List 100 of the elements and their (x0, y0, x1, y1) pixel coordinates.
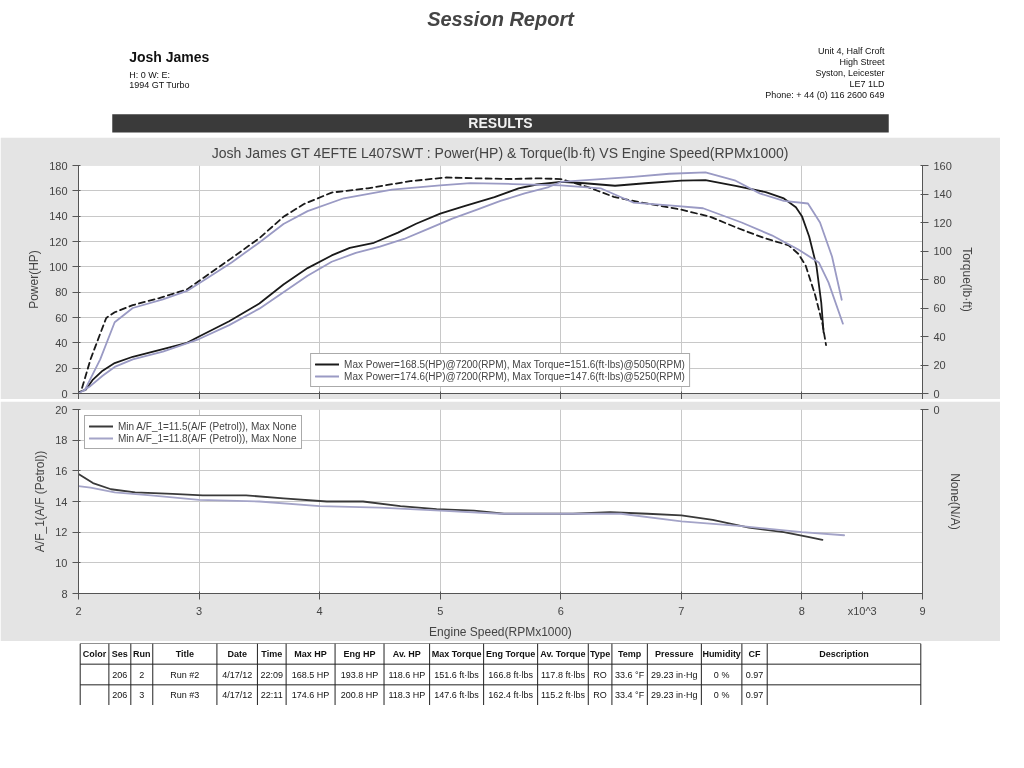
x-tick-label: 8 (798, 604, 805, 617)
y2-tick-label: 20 (933, 359, 946, 371)
x-tick-label: 2 (75, 604, 82, 617)
y-tick-label: 100 (49, 260, 68, 273)
category-label: CF (748, 648, 762, 659)
legend-label: Min A/F_1=11.8(A/F (Petrol)), Max None (118, 432, 297, 444)
text: Run #2 (170, 669, 200, 680)
legend-label: Min A/F_1=11.5(A/F (Petrol)), Max None (118, 420, 297, 432)
category-label: Type (589, 648, 611, 659)
y-tick-label: 18 (55, 434, 68, 447)
category-label: Av. HP (392, 648, 421, 659)
text: 4/17/12 (222, 669, 253, 680)
text: Phone: + 44 (0) 116 2600 649 (765, 90, 885, 101)
text: Run #3 (170, 690, 200, 701)
y2-tick-label: 40 (933, 330, 946, 343)
y-tick-label: 8 (61, 587, 68, 600)
category-label: Date (227, 648, 247, 659)
text: 147.6 ft·lbs (434, 690, 479, 701)
y-tick-label: 140 (49, 210, 68, 223)
text: 200.8 HP (340, 690, 379, 701)
y-axis-title: A/F_1(A/F (Petrol)) (33, 450, 48, 553)
x-axis-title: Engine Speed(RPMx1000) (429, 624, 572, 639)
category-label: Max Torque (431, 648, 482, 659)
y-tick-label: 0 (61, 387, 68, 400)
y-axis-title: Power(HP) (27, 250, 42, 309)
text: 206 (112, 690, 128, 701)
y-tick-label: 16 (55, 464, 68, 477)
text: 166.8 ft·lbs (488, 669, 533, 680)
text: 29.23 in·Hg (651, 690, 698, 701)
category-label: Temp (617, 648, 642, 659)
y-tick-label: 14 (55, 495, 68, 508)
text: 33.4 °F (615, 690, 645, 701)
y-tick-label: 80 (55, 286, 68, 299)
category-label: Title (175, 648, 195, 659)
text: RESULTS (468, 115, 533, 132)
text: Syston, Leicester (815, 67, 885, 78)
text: RO (593, 669, 607, 680)
y-tick-label: 40 (55, 336, 68, 349)
y2-tick-label: 160 (933, 159, 952, 172)
y2-tick-label: 100 (933, 245, 952, 257)
category-label: Ses (111, 648, 128, 659)
x-tick-label: 6 (557, 604, 564, 617)
text: High Street (839, 56, 886, 67)
x-tick-label: 3 (196, 604, 203, 617)
text: Session Report (427, 7, 576, 30)
text: 193.8 HP (340, 669, 379, 680)
text: 206 (112, 669, 128, 680)
category-label: Av. Torque (540, 648, 586, 659)
text: 118.6 HP (388, 669, 426, 680)
y-tick-label: 10 (55, 556, 68, 569)
text: 1994 GT Turbo (129, 80, 190, 90)
text: 22:11 (260, 690, 283, 701)
category-label: Pressure (655, 648, 694, 659)
text: 0 % (713, 690, 730, 701)
text: 151.6 ft·lbs (434, 669, 479, 680)
text: 29.23 in·Hg (651, 669, 698, 680)
category-label: Max HP (294, 648, 327, 659)
y-tick-label: 120 (49, 235, 68, 248)
category-label: Color (82, 648, 107, 659)
text: LE7 1LD (849, 78, 886, 89)
text: 168.5 HP (291, 669, 330, 680)
category-label: Eng Torque (485, 648, 536, 659)
text: 2 (139, 669, 145, 680)
text: 0.97 (745, 690, 764, 701)
x-tick-label: 7 (678, 604, 685, 617)
y-tick-label: 60 (55, 311, 68, 324)
text: 0.97 (745, 669, 764, 680)
category-label: Run (133, 648, 151, 659)
category-label: Time (261, 648, 283, 659)
y-tick-label: 20 (55, 403, 68, 416)
text: Josh James (129, 48, 210, 65)
text: 117.8 ft·lbs (541, 669, 585, 680)
text: 3 (139, 690, 145, 701)
y-tick-label: 20 (55, 362, 68, 375)
text: H: 0 W: E: (129, 69, 170, 80)
y-tick-label: 160 (49, 184, 68, 197)
text: 118.3 HP (388, 690, 426, 701)
text: 115.2 ft·lbs (541, 690, 585, 701)
text: Unit 4, Half Croft (818, 45, 886, 56)
text: 4/17/12 (222, 690, 253, 701)
text: 22:09 (260, 669, 284, 680)
x-tick-label: 5 (437, 604, 444, 617)
category-label: Description (819, 648, 869, 659)
category-label: Eng HP (343, 648, 376, 659)
text: 33.6 °F (615, 669, 645, 680)
text: 162.4 ft·lbs (488, 690, 533, 701)
text: 174.6 HP (291, 690, 330, 701)
x-tick-label: 9 (919, 604, 926, 617)
category-label: Humidity (702, 648, 741, 659)
legend-label: Max Power=168.5(HP)@7200(RPM), Max Torque=151.6(ft·lbs)@5050(RPM) (344, 358, 685, 370)
legend-label: Max Power=174.6(HP)@7200(RPM), Max Torque=147.6(ft·lbs)@5250(RPM) (344, 370, 685, 382)
y2-axis-title: None(N/A) (947, 473, 962, 530)
y2-tick-label: 60 (933, 302, 946, 314)
y2-tick-label: 120 (933, 216, 952, 229)
text: 0 (933, 403, 940, 416)
y2-tick-label: 80 (933, 273, 946, 286)
text: x10^3 (847, 604, 877, 617)
y2-axis-title: Torque(lb·ft) (959, 247, 974, 312)
y-tick-label: 180 (49, 159, 68, 172)
y2-tick-label: 0 (933, 387, 940, 400)
